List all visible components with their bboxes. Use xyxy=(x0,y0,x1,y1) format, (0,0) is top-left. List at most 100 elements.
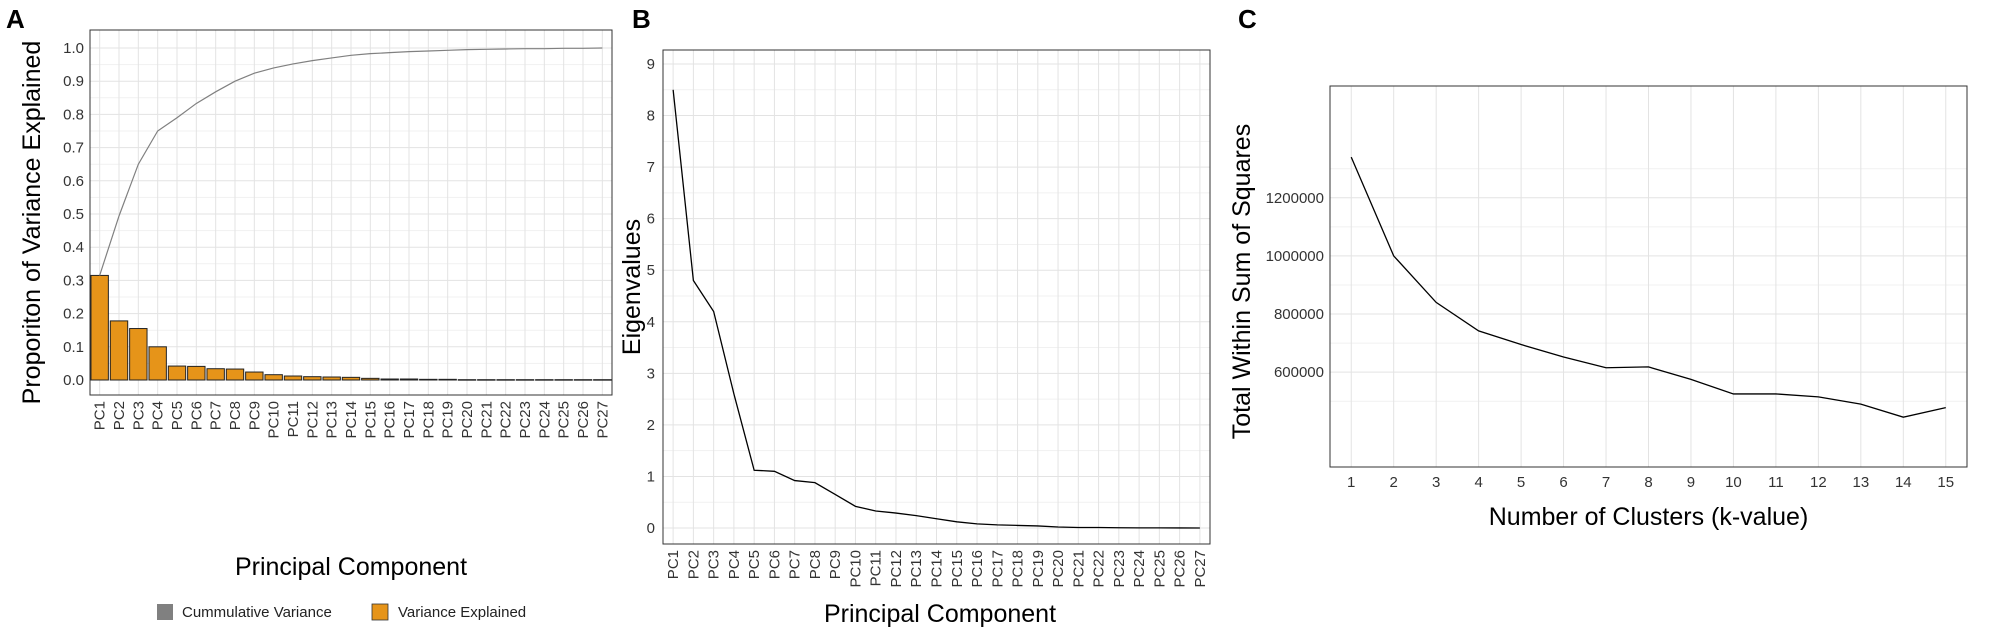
x-tick-label: 9 xyxy=(1687,474,1695,491)
x-tick-label: PC1 xyxy=(92,401,109,430)
x-tick-label: PC9 xyxy=(246,401,263,430)
x-tick-label: PC10 xyxy=(847,550,864,588)
x-tick-label: PC26 xyxy=(575,401,592,439)
y-tick-label: 0.8 xyxy=(63,106,84,123)
x-tick-label: PC12 xyxy=(304,401,321,439)
panel-a-x-tick-labels: PC1 PC2 PC3 PC4 PC5 PC6 PC7 PC8 PC9 PC10 PC11 PC12 P… xyxy=(92,401,612,439)
panel-a-y-tick-labels: 0.0 0.1 0.2 0.3 0.4 0.5 0.6 0.7 0.8 0.9 1.0 xyxy=(63,40,84,389)
y-tick-label: 2 xyxy=(647,417,655,434)
y-tick-label: 0.3 xyxy=(63,272,84,289)
panel-c-x-tick-labels: 1 2 3 4 5 6 7 8 9 10 11 12 13 14 15 xyxy=(1347,474,1954,491)
x-tick-label: PC12 xyxy=(888,550,905,588)
x-tick-label: PC1 xyxy=(665,550,682,579)
bar xyxy=(322,376,341,381)
y-tick-label: 3 xyxy=(647,365,655,382)
y-tick-label: 8 xyxy=(647,108,655,125)
x-tick-label: PC8 xyxy=(807,550,824,579)
x-tick-label: PC16 xyxy=(969,550,986,588)
x-tick-label: PC17 xyxy=(401,401,418,439)
x-tick-label: 5 xyxy=(1517,474,1525,491)
bar xyxy=(361,377,380,381)
y-tick-label: 0.6 xyxy=(63,173,84,190)
y-tick-label: 1000000 xyxy=(1266,248,1324,265)
x-tick-label: PC11 xyxy=(285,401,302,437)
bar xyxy=(593,379,612,381)
y-tick-label: 9 xyxy=(647,56,655,73)
bar xyxy=(303,376,322,381)
x-tick-label: PC7 xyxy=(787,550,804,579)
bar xyxy=(496,379,515,381)
panel-a-frame xyxy=(89,29,613,396)
y-tick-label: 0.0 xyxy=(63,372,84,389)
panel-b-frame xyxy=(662,49,1211,545)
x-tick-label: PC21 xyxy=(1070,550,1087,588)
x-tick-label: PC25 xyxy=(1151,550,1168,588)
y-tick-label: 1.0 xyxy=(63,40,84,57)
x-tick-label: PC4 xyxy=(726,550,743,579)
x-tick-label: PC24 xyxy=(536,401,553,439)
bar xyxy=(380,378,399,381)
panel-c-letter: C xyxy=(1238,4,1257,34)
panel-a-gridlines xyxy=(90,30,612,395)
y-tick-label: 0 xyxy=(647,520,655,537)
legend-label-cumulative: Cummulative Variance xyxy=(182,604,332,621)
bar xyxy=(167,365,187,381)
x-tick-label: 12 xyxy=(1810,474,1827,491)
x-tick-label: 1 xyxy=(1347,474,1355,491)
y-tick-label: 0.2 xyxy=(63,306,84,323)
x-tick-label: PC24 xyxy=(1131,550,1148,588)
x-tick-label: 3 xyxy=(1432,474,1440,491)
x-tick-label: PC3 xyxy=(706,550,723,579)
x-tick-label: PC20 xyxy=(459,401,476,439)
x-tick-label: 4 xyxy=(1474,474,1482,491)
x-tick-label: PC15 xyxy=(362,401,379,439)
x-tick-label: PC27 xyxy=(1192,550,1209,588)
bar xyxy=(535,379,554,381)
x-tick-label: 8 xyxy=(1644,474,1652,491)
x-tick-label: 10 xyxy=(1725,474,1742,491)
y-tick-label: 0.7 xyxy=(63,140,84,157)
panel-b-y-tick-labels: 0 1 2 3 4 5 6 7 8 9 xyxy=(647,56,655,537)
bar xyxy=(399,378,419,381)
panel-a-letter: A xyxy=(6,4,25,34)
x-tick-label: PC20 xyxy=(1050,550,1067,588)
bar xyxy=(515,379,535,381)
bar xyxy=(90,274,109,381)
bar xyxy=(554,379,573,381)
panel-c-wss-line xyxy=(1350,156,1946,418)
x-tick-label: 11 xyxy=(1768,474,1784,491)
x-tick-label: PC21 xyxy=(478,401,495,439)
x-tick-label: PC15 xyxy=(949,550,966,588)
y-tick-label: 0.1 xyxy=(63,339,84,356)
x-tick-label: PC23 xyxy=(517,401,534,439)
y-tick-label: 1200000 xyxy=(1266,190,1324,207)
panel-c-y-axis-title: Total Within Sum of Squares xyxy=(1228,124,1256,439)
x-tick-label: 15 xyxy=(1937,474,1954,491)
bar xyxy=(148,346,167,381)
panel-b-x-axis-title: Principal Component xyxy=(824,600,1056,628)
y-tick-label: 0.4 xyxy=(63,239,84,256)
bar xyxy=(283,375,303,381)
x-tick-label: PC14 xyxy=(343,401,360,439)
panel-b-y-axis-title: Eigenvalues xyxy=(618,219,646,355)
x-tick-label: PC17 xyxy=(989,550,1006,588)
x-tick-label: PC16 xyxy=(382,401,399,439)
x-tick-label: 2 xyxy=(1390,474,1398,491)
panel-c-x-axis-title: Number of Clusters (k-value) xyxy=(1489,503,1809,531)
x-tick-label: PC10 xyxy=(266,401,283,439)
y-tick-label: 0.9 xyxy=(63,73,84,90)
x-tick-label: PC25 xyxy=(556,401,573,439)
x-tick-label: PC27 xyxy=(594,401,611,439)
panel-c-gridlines xyxy=(1330,86,1967,467)
y-tick-label: 0.5 xyxy=(63,206,84,223)
panel-a-x-axis-title: Principal Component xyxy=(235,553,467,581)
x-tick-label: PC22 xyxy=(1091,550,1108,588)
x-tick-label: PC4 xyxy=(150,401,167,430)
x-tick-label: PC14 xyxy=(929,550,946,588)
x-tick-label: 13 xyxy=(1852,474,1869,491)
bar xyxy=(341,376,361,381)
x-tick-label: 6 xyxy=(1559,474,1567,491)
bar xyxy=(573,379,593,381)
